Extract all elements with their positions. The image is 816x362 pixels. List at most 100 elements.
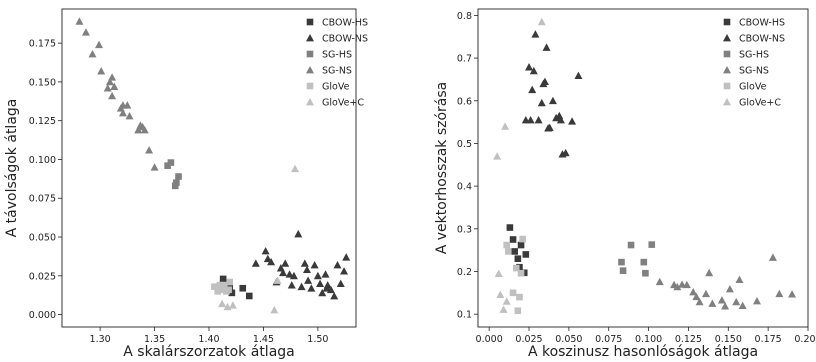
- y-tick-label: 0.6: [457, 96, 472, 107]
- y-tick-label: 0.5: [457, 139, 472, 150]
- x-tick-label: 1.50: [307, 334, 328, 345]
- data-point: [509, 236, 517, 243]
- data-point: [514, 255, 522, 263]
- legend-marker: [306, 18, 314, 26]
- data-point: [537, 98, 546, 107]
- legend-label: CBOW-NS: [322, 34, 368, 45]
- data-point: [313, 271, 322, 280]
- data-point: [531, 30, 540, 38]
- series-glove-c: [493, 17, 546, 313]
- data-point: [216, 281, 224, 289]
- data-point: [522, 251, 530, 258]
- y-tick-label: 0.125: [29, 116, 56, 127]
- data-point: [273, 276, 282, 284]
- data-point: [517, 241, 525, 249]
- data-point: [145, 146, 154, 154]
- data-point: [732, 297, 741, 306]
- data-point: [103, 84, 112, 92]
- data-point: [333, 260, 342, 269]
- x-tick-label: 0.075: [595, 334, 622, 345]
- data-point: [499, 305, 508, 313]
- data-point: [627, 241, 635, 249]
- data-point: [514, 307, 522, 315]
- y-tick-label: 0.050: [29, 233, 56, 244]
- legend-marker: [306, 82, 314, 90]
- data-point: [303, 265, 311, 274]
- data-point: [297, 282, 306, 291]
- data-point: [556, 115, 565, 124]
- data-point: [239, 284, 247, 292]
- data-point: [304, 276, 313, 284]
- data-point: [648, 241, 656, 248]
- y-tick-label: 0.025: [29, 271, 56, 282]
- data-point: [504, 248, 512, 255]
- y-axis-title: A távolságok átlaga: [4, 99, 20, 238]
- data-point: [701, 289, 710, 298]
- data-point: [517, 269, 525, 277]
- data-point: [673, 282, 682, 291]
- data-point: [267, 257, 276, 266]
- data-point: [642, 269, 649, 277]
- chart-panel-1: 1.30 1.35 1.40 1.45 1.50 0.000 0.025 0.050 0.075…: [4, 8, 368, 360]
- data-point: [640, 258, 648, 266]
- data-point: [138, 122, 147, 131]
- legend-marker: [306, 50, 314, 58]
- legend-label: CBOW-NS: [739, 34, 785, 45]
- data-point: [110, 82, 119, 90]
- x-tick-label: 1.30: [90, 334, 111, 345]
- legend-label: SG-HS: [322, 50, 352, 61]
- legend-marker: [723, 34, 731, 42]
- data-point: [525, 63, 534, 71]
- data-point: [574, 71, 583, 79]
- legend-marker: [723, 66, 731, 74]
- legend-marker: [306, 34, 314, 42]
- series-glove-c: [218, 164, 300, 314]
- data-point: [125, 112, 134, 120]
- data-point: [226, 278, 233, 286]
- data-point: [678, 280, 687, 288]
- legend-label: GloVe+C: [322, 98, 364, 109]
- data-point: [219, 275, 227, 283]
- legend-label: SG-NS: [739, 66, 769, 77]
- data-point: [537, 17, 546, 26]
- x-axis-title: A koszinusz hasonlóságok átlaga: [528, 344, 758, 360]
- data-point: [321, 270, 330, 278]
- data-point: [493, 152, 502, 160]
- data-point: [752, 296, 761, 305]
- y-tick-label: 0.1: [457, 310, 472, 321]
- data-point: [336, 279, 345, 287]
- data-point: [218, 299, 227, 308]
- y-axis-title: A vektorhosszak szórása: [434, 82, 450, 255]
- series-glove: [503, 235, 526, 315]
- legend-label: GloVe+C: [739, 98, 781, 109]
- data-point: [502, 297, 511, 305]
- x-tick-label: 0.000: [476, 334, 503, 345]
- data-point: [81, 28, 90, 36]
- data-point: [95, 40, 104, 49]
- legend-label: SG-HS: [739, 50, 769, 61]
- data-point: [251, 259, 260, 267]
- data-point: [134, 125, 143, 134]
- series-cbow-ns: [251, 229, 351, 300]
- data-point: [496, 290, 505, 298]
- y-tick-label: 0.4: [457, 182, 472, 193]
- y-tick-label: 0.000: [29, 310, 56, 321]
- data-point: [552, 113, 561, 122]
- data-point: [108, 73, 117, 81]
- y-tick-label: 0.100: [29, 155, 56, 166]
- data-point: [682, 280, 691, 289]
- data-point: [289, 271, 298, 280]
- x-tick-label: 0.175: [755, 334, 782, 345]
- data-point: [310, 260, 319, 269]
- chart-panel-2: 0.000 0.025 0.050 0.075 0.100 0.125 0.150 0.175…: [434, 8, 816, 360]
- legend: CBOW-HS CBOW-NS SG-HS SG-NS GloVe GloVe+C: [306, 18, 368, 109]
- data-point: [88, 49, 97, 58]
- data-point: [105, 77, 114, 86]
- data-point: [75, 17, 84, 25]
- data-point: [618, 258, 625, 266]
- data-point: [768, 253, 777, 261]
- data-point: [218, 286, 226, 294]
- data-point: [561, 148, 570, 157]
- x-tick-label: 1.40: [198, 334, 219, 345]
- y-tick-label: 0.075: [29, 194, 56, 205]
